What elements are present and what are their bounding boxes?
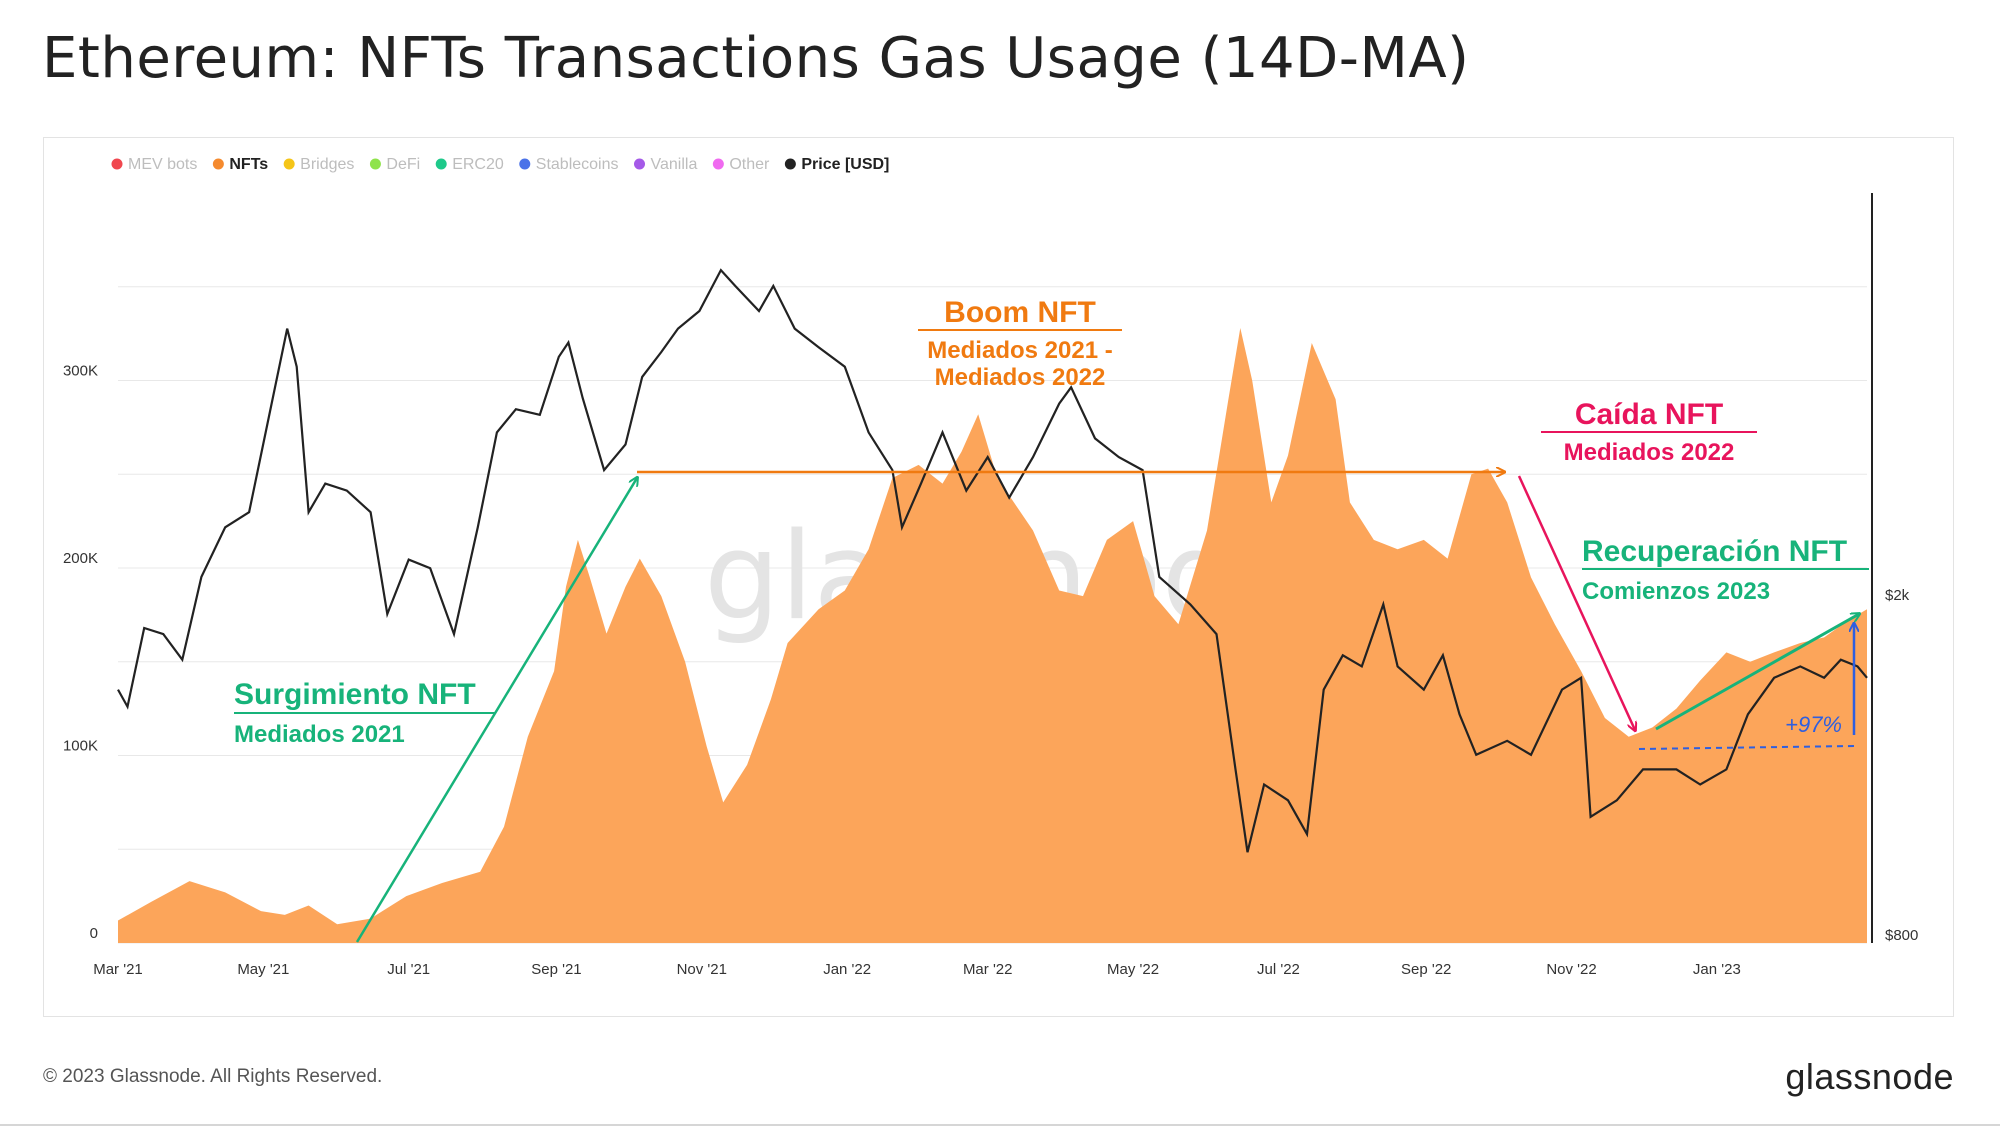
baseline-dashed xyxy=(1638,745,1855,750)
legend-item-label: Price [USD] xyxy=(801,156,889,173)
legend-dot xyxy=(712,158,724,170)
bottom-divider xyxy=(0,1124,2000,1126)
legend-item-label: NFTs xyxy=(229,156,268,173)
legend-item-label: Bridges xyxy=(300,156,354,173)
x-tick-label: May '21 xyxy=(237,961,289,978)
surgimiento-sub: Mediados 2021 xyxy=(234,721,405,748)
recuperacion-sub: Comienzos 2023 xyxy=(1582,578,1770,605)
growth-percent-label: +97% xyxy=(1785,712,1842,737)
x-tick-label: Sep '21 xyxy=(531,961,581,978)
legend-item-label: MEV bots xyxy=(128,156,197,173)
legend-item-label: Vanilla xyxy=(651,156,698,173)
legend-dot xyxy=(111,158,123,170)
legend: MEV bots NFTs Bridges DeFi ERC20 Stablecoins V… xyxy=(111,156,889,173)
recuperacion-arrow xyxy=(1655,614,1859,731)
surgimiento-title: Surgimiento NFT xyxy=(234,678,476,711)
caida-title: Caída NFT xyxy=(1575,398,1723,431)
x-tick-label: Jan '22 xyxy=(823,961,871,978)
legend-item-label: DeFi xyxy=(386,156,420,173)
y-right-tick-label: $2k xyxy=(1885,587,1910,604)
series-price-line xyxy=(117,268,1868,853)
x-tick-label: Nov '21 xyxy=(677,961,727,978)
y-left-tick-label: 200K xyxy=(63,550,98,567)
x-tick-label: Nov '22 xyxy=(1546,961,1596,978)
recuperacion-title: Recuperación NFT xyxy=(1582,535,1847,568)
boom-title: Boom NFT xyxy=(944,296,1096,329)
legend-item-label: Stablecoins xyxy=(536,156,619,173)
footer-brand-logo[interactable]: glassnode xyxy=(1785,1056,1954,1097)
surgimiento-arrow xyxy=(355,478,637,943)
y-right-tick-label: $800 xyxy=(1885,927,1918,944)
page-title: Ethereum: NFTs Transactions Gas Usage (1… xyxy=(42,26,1470,91)
legend-dot xyxy=(634,158,645,170)
x-tick-label: Jul '22 xyxy=(1257,961,1300,978)
x-tick-label: Jan '23 xyxy=(1693,961,1741,978)
series-nfts-area xyxy=(118,328,1867,943)
caida-sub: Mediados 2022 xyxy=(1564,439,1735,466)
x-tick-label: Mar '22 xyxy=(963,961,1013,978)
x-tick-label: Mar '21 xyxy=(93,961,143,978)
axis-ticks: Mar '21 May '21 Jul '21 Sep '21 Nov '21 Jan '… xyxy=(63,363,1918,979)
legend-item-label: Other xyxy=(729,156,770,173)
legend-dot xyxy=(369,158,381,170)
y-left-tick-label: 100K xyxy=(63,738,98,755)
legend-dot xyxy=(519,158,531,170)
y-left-tick-label: 300K xyxy=(63,363,98,380)
boom-sub-1: Mediados 2021 - xyxy=(927,337,1112,364)
legend-item-label: ERC20 xyxy=(452,156,504,173)
legend-dot xyxy=(784,158,796,170)
legend-dot xyxy=(212,158,224,170)
boom-sub-2: Mediados 2022 xyxy=(935,364,1106,391)
footer-copyright: © 2023 Glassnode. All Rights Reserved. xyxy=(43,1066,383,1087)
legend-dot xyxy=(283,158,295,170)
y-left-tick-label: 0 xyxy=(90,925,98,942)
x-tick-label: Sep '22 xyxy=(1401,961,1451,978)
x-tick-label: May '22 xyxy=(1107,961,1159,978)
x-tick-label: Jul '21 xyxy=(387,961,430,978)
caida-arrow xyxy=(1517,475,1635,730)
legend-dot xyxy=(435,158,447,170)
